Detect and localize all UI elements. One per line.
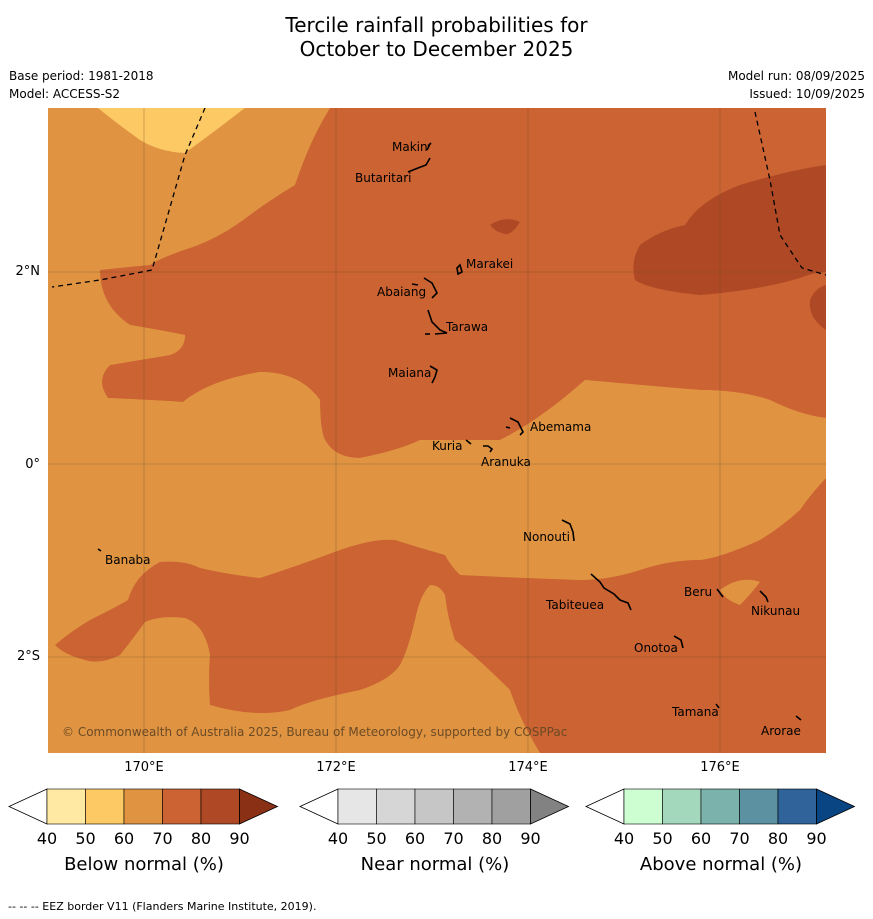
colorbar-segment (414, 788, 454, 825)
colorbar-segment (376, 788, 416, 825)
colorbar-segment (337, 788, 377, 825)
colorbar-extend-low (8, 788, 48, 825)
lon-label-170e: 170°E (124, 760, 164, 775)
colorbar-tick-label: 60 (113, 829, 135, 848)
issued-date: Issued: 10/09/2025 (749, 87, 865, 101)
colorbar-tick-label: 80 (190, 829, 212, 848)
base-period: Base period: 1981-2018 (9, 69, 154, 83)
colorbar-segment (777, 788, 817, 825)
lat-label-0: 0° (25, 457, 40, 472)
eez-footnote: -- -- -- EEZ border V11 (Flanders Marine… (8, 900, 317, 913)
colorbar-segment (739, 788, 779, 825)
zone-80-90-northeast (633, 165, 826, 295)
model-name: Model: ACCESS-S2 (9, 87, 121, 101)
colorbar-segment (123, 788, 163, 825)
colorbar-below-label: Below normal (%) (64, 854, 224, 875)
colorbars (8, 788, 856, 825)
lon-label-172e: 172°E (316, 760, 356, 775)
colorbar-tick-label: 90 (520, 829, 541, 848)
colorbar-tick-label: 50 (75, 829, 96, 848)
colorbar-above-label: Above normal (%) (639, 854, 803, 875)
colorbar-segment (453, 788, 493, 825)
colorbar-tick-label: 40 (613, 829, 635, 848)
colorbar-tick-label: 90 (229, 829, 250, 848)
lon-label-176e: 176°E (700, 760, 740, 775)
colorbar-near-normal (299, 788, 570, 825)
map-title-line1: Tercile rainfall probabilities for (285, 13, 588, 37)
grid-lines (48, 108, 826, 753)
colorbar-tick-label: 50 (366, 829, 387, 848)
colorbar-tick-label: 40 (36, 829, 58, 848)
colorbar-tick-label: 70 (443, 829, 464, 848)
colorbar-below-normal (8, 788, 279, 825)
colorbar-tick-label: 60 (690, 829, 712, 848)
colorbar-segment (85, 788, 125, 825)
lat-label-2n: 2°N (15, 264, 41, 279)
colorbar-tick-label: 70 (152, 829, 173, 848)
lat-label-2s: 2°S (16, 649, 40, 664)
colorbar-segment (46, 788, 86, 825)
colorbar-segment (700, 788, 740, 825)
colorbar-tick-label: 60 (404, 829, 426, 848)
colorbar-segment (162, 788, 202, 825)
zone-80-90-small (490, 219, 520, 235)
island-outlines (97, 142, 802, 721)
zone-50-60-corner (98, 108, 245, 154)
zone-80-90-east-edge (809, 285, 826, 330)
colorbar-above-normal (585, 788, 856, 825)
colorbar-tick-label: 90 (806, 829, 827, 848)
colorbar-segment (662, 788, 702, 825)
eez-border (51, 108, 826, 288)
zone-70-80-north (100, 108, 826, 458)
colorbar-extend-high (239, 788, 279, 825)
lon-label-174e: 174°E (508, 760, 548, 775)
colorbar-segment (623, 788, 663, 825)
zone-70-80-south (55, 478, 826, 753)
colorbar-near-label: Near normal (%) (360, 854, 510, 875)
colorbar-extend-high (530, 788, 570, 825)
colorbar-tick-label: 50 (652, 829, 673, 848)
colorbar-extend-low (299, 788, 339, 825)
colorbar-tick-label: 70 (729, 829, 750, 848)
colorbar-tick-label: 80 (481, 829, 503, 848)
colorbar-tick-label: 80 (767, 829, 789, 848)
colorbar-extend-low (585, 788, 625, 825)
probability-map (48, 108, 826, 753)
colorbar-segment (200, 788, 240, 825)
colorbar-segment (491, 788, 531, 825)
zone-60-70-beru-patch (720, 579, 760, 605)
zone-60-70-northwest (48, 108, 826, 645)
model-run: Model run: 08/09/2025 (727, 69, 865, 83)
colorbar-extend-high (816, 788, 856, 825)
map-title-line2: October to December 2025 (299, 37, 574, 61)
colorbar-tick-label: 40 (327, 829, 349, 848)
